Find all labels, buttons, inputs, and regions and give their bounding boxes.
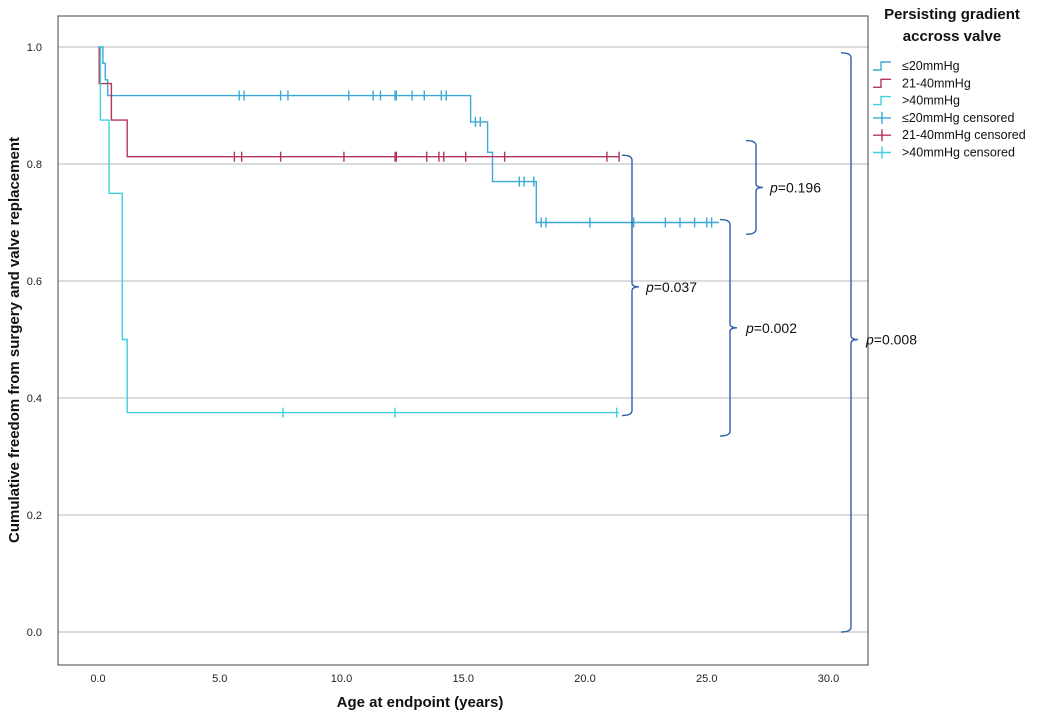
legend-swatch-line (873, 78, 891, 88)
series-lines (98, 46, 719, 414)
legend-title: Persisting gradient (884, 6, 1020, 23)
p-value-label: p=0.002 (745, 320, 797, 336)
y-tick-label: 1.0 (27, 42, 42, 54)
x-tick-label: 10.0 (331, 673, 352, 685)
y-axis-title: Cumulative freedom from surgery and valv… (6, 137, 23, 543)
plot-frame (57, 15, 869, 666)
legend-label: 21-40mmHg censored (902, 128, 1026, 142)
p-value-label: p=0.008 (865, 332, 917, 348)
p-bracket (840, 52, 859, 633)
axes: 0.0 0.2 0.4 0.6 0.8 1.0 0.0 5.0 10.0 15.0 20.0 25.0… (27, 15, 869, 685)
y-tick-label: 0.6 (27, 276, 42, 288)
x-tick-label: 0.0 (90, 673, 105, 685)
p-value: =0.037 (654, 279, 697, 295)
y-tick-label: 0.8 (27, 159, 42, 171)
legend-label: ≤20mmHg (902, 59, 960, 73)
p-bracket (621, 154, 640, 417)
p-value: =0.002 (754, 320, 797, 336)
censor-marks (233, 90, 713, 418)
legend: Persisting gradient accross valve ≤20mmHg 2… (873, 6, 1026, 160)
legend-title: accross valve (903, 28, 1001, 45)
p-value: =0.008 (874, 332, 917, 348)
x-tick-label: 5.0 (212, 673, 227, 685)
x-tick-label: 30.0 (818, 673, 839, 685)
p-symbol: p (745, 320, 754, 336)
legend-label: 21-40mmHg (902, 76, 971, 90)
p-symbol: p (645, 279, 654, 295)
p-value-label: p=0.196 (769, 179, 821, 195)
x-tick-label: 20.0 (574, 673, 595, 685)
series-line-2 (98, 46, 620, 414)
p-bracket (745, 139, 764, 235)
y-tick-label: 0.2 (27, 510, 42, 522)
x-tick-label: 25.0 (696, 673, 717, 685)
p-value: =0.196 (778, 179, 821, 195)
legend-label: ≤20mmHg censored (902, 111, 1015, 125)
legend-label: >40mmHg censored (902, 146, 1015, 160)
axis-titles: Age at endpoint (years) Cumulative freedo… (6, 137, 503, 711)
series-line-0 (98, 46, 719, 224)
p-symbol: p (865, 332, 874, 348)
legend-swatch-line (873, 95, 891, 106)
p-bracket (719, 218, 738, 437)
series-line-1 (98, 46, 620, 158)
p-value-label: p=0.037 (645, 279, 697, 295)
gridlines (58, 46, 868, 633)
p-symbol: p (769, 179, 778, 195)
legend-swatch-line (873, 61, 891, 71)
y-tick-label: 0.4 (27, 393, 42, 405)
y-tick-label: 0.0 (27, 627, 42, 639)
x-tick-label: 15.0 (453, 673, 474, 685)
legend-label: >40mmHg (902, 94, 960, 108)
x-axis-title: Age at endpoint (years) (337, 694, 504, 711)
